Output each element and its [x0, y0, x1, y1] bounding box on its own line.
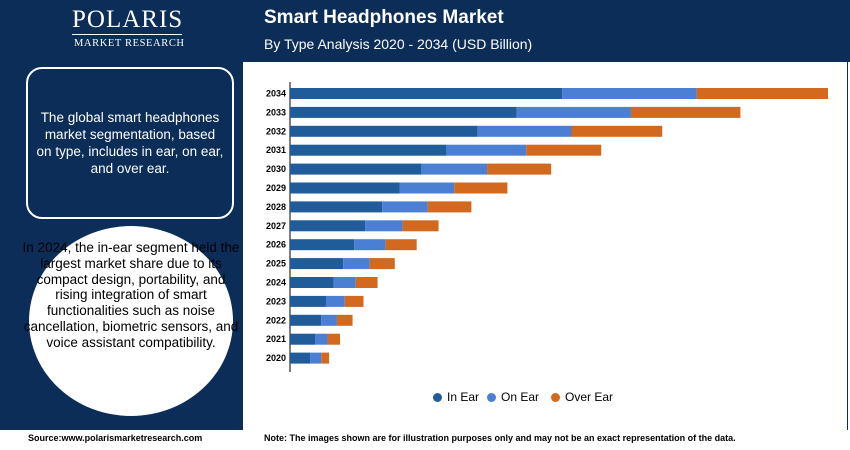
bar-in-ear-2022: [290, 314, 322, 326]
legend-label-on-ear: On Ear: [501, 390, 540, 404]
y-tick-label-2027: 2027: [266, 221, 286, 231]
note-text: Note: The images shown are for illustrat…: [264, 433, 736, 443]
y-tick-label-2033: 2033: [266, 107, 286, 117]
bar-over-ear-2028: [427, 201, 472, 213]
brand-logo-subtitle: MARKET RESEARCH: [74, 38, 185, 49]
brand-logo-underline: [72, 34, 182, 35]
y-tick-label-2031: 2031: [266, 145, 286, 155]
footer-band: [0, 430, 850, 450]
bar-in-ear-2033: [290, 106, 517, 118]
bar-in-ear-2024: [290, 277, 334, 288]
y-tick-label-2029: 2029: [266, 183, 286, 193]
bar-on-ear-2033: [516, 106, 631, 118]
bar-over-ear-2033: [630, 106, 741, 118]
bar-on-ear-2027: [365, 220, 403, 232]
bar-over-ear-2027: [402, 220, 439, 232]
bar-in-ear-2027: [290, 220, 366, 232]
bar-over-ear-2032: [571, 125, 663, 137]
bar-over-ear-2029: [454, 182, 508, 194]
bar-on-ear-2030: [421, 163, 488, 175]
y-tick-label-2024: 2024: [266, 278, 286, 288]
legend-label-in-ear: In Ear: [447, 390, 480, 404]
bar-over-ear-2024: [355, 277, 378, 288]
bar-on-ear-2034: [562, 88, 697, 99]
source-text: Source:www.polarismarketresearch.com: [28, 433, 203, 443]
legend-swatch-in-ear: [433, 392, 442, 402]
bar-in-ear-2030: [290, 163, 422, 175]
bar-on-ear-2026: [354, 239, 386, 251]
legend-item-in-ear: In Ear: [433, 390, 479, 404]
bar-over-ear-2026: [385, 239, 417, 251]
legend-label-over-ear: Over Ear: [565, 390, 614, 404]
bar-in-ear-2021: [290, 333, 316, 345]
bar-over-ear-2031: [526, 144, 602, 156]
y-tick-label-2025: 2025: [266, 259, 286, 269]
bar-over-ear-2025: [369, 258, 395, 270]
bar-in-ear-2029: [290, 182, 400, 194]
legend-item-on-ear: On Ear: [487, 390, 539, 404]
bar-in-ear-2020: [290, 352, 311, 364]
bar-on-ear-2020: [310, 352, 322, 364]
y-tick-label-2030: 2030: [266, 164, 286, 174]
bar-on-ear-2021: [315, 333, 328, 345]
y-tick-label-2028: 2028: [266, 202, 286, 212]
bar-over-ear-2023: [344, 295, 364, 307]
bar-over-ear-2020: [321, 352, 330, 364]
y-tick-label-2022: 2022: [266, 315, 286, 325]
bar-over-ear-2030: [487, 163, 552, 175]
bar-on-ear-2032: [477, 125, 572, 137]
bar-on-ear-2022: [321, 314, 337, 326]
bar-on-ear-2028: [382, 201, 428, 213]
chart-title: Smart Headphones Market: [264, 7, 504, 28]
y-tick-label-2032: 2032: [266, 126, 286, 136]
y-tick-label-2020: 2020: [266, 353, 286, 363]
highlight-circle: [29, 226, 233, 416]
bar-in-ear-2031: [290, 144, 447, 156]
bar-on-ear-2023: [325, 295, 345, 307]
chart-subtitle: By Type Analysis 2020 - 2034 (USD Billio…: [264, 36, 533, 52]
bar-in-ear-2025: [290, 258, 344, 270]
brand-logo-name: POLARIS: [72, 6, 184, 33]
y-tick-label-2023: 2023: [266, 296, 286, 306]
bar-chart: 2034 2033 2032 2031 2030 2029 2028 2027 2026 2025…: [266, 82, 828, 372]
bar-in-ear-2023: [290, 295, 326, 307]
y-tick-label-2021: 2021: [266, 334, 286, 344]
bar-in-ear-2032: [290, 125, 478, 137]
bar-in-ear-2028: [290, 201, 383, 213]
bar-in-ear-2034: [290, 88, 563, 99]
summary-text: The global smart headphones market segme…: [36, 110, 224, 176]
summary-box: The global smart headphones market segme…: [26, 67, 234, 219]
bar-over-ear-2034: [696, 88, 828, 99]
y-tick-label-2026: 2026: [266, 240, 286, 250]
legend-item-over-ear: Over Ear: [551, 390, 613, 404]
bar-on-ear-2029: [399, 182, 455, 194]
bar-in-ear-2026: [290, 239, 355, 251]
bar-on-ear-2025: [343, 258, 370, 270]
legend-swatch-over-ear: [551, 392, 560, 402]
legend-swatch-on-ear: [487, 392, 496, 402]
y-tick-label-2034: 2034: [266, 89, 286, 99]
bar-over-ear-2022: [336, 314, 353, 326]
bar-on-ear-2024: [333, 277, 356, 288]
bar-over-ear-2021: [327, 333, 341, 345]
highlight-text: In 2024, the in-ear segment held the lar…: [22, 240, 240, 350]
bar-on-ear-2031: [446, 144, 527, 156]
